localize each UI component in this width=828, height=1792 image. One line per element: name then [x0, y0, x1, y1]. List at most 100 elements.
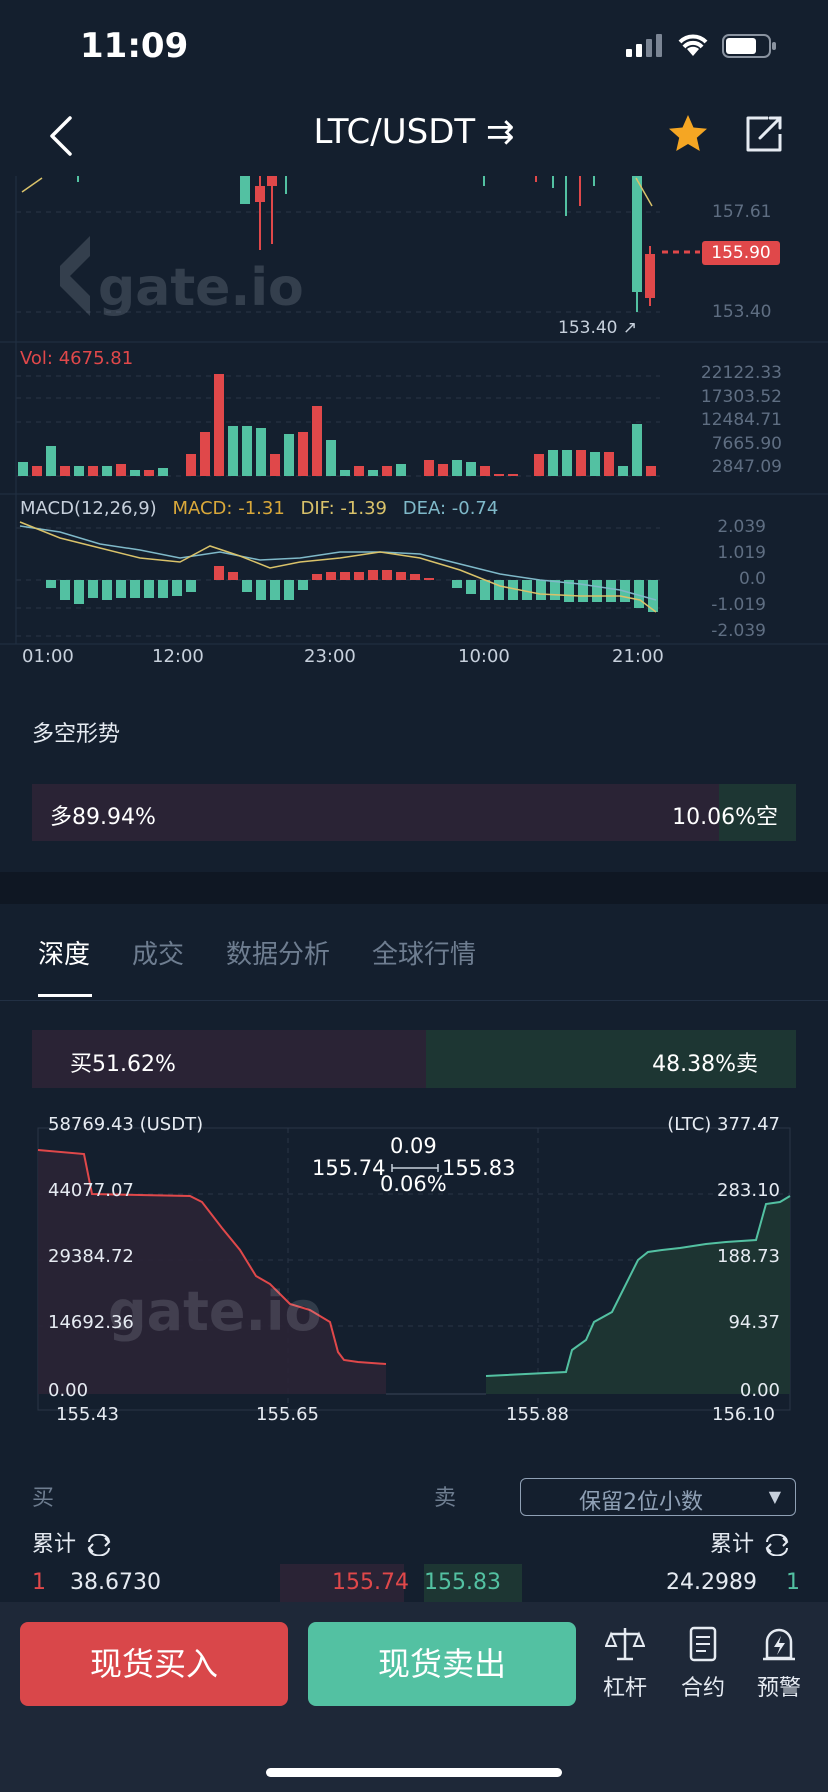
orderbook-buy-header: 买	[32, 1486, 55, 1511]
bid-depth-bar	[280, 1564, 404, 1602]
cumulative-label: 累计	[32, 1532, 77, 1557]
active-tab-indicator	[38, 994, 92, 997]
back-arrow-icon[interactable]	[46, 114, 76, 158]
volume-axis-label: 17303.52	[700, 386, 782, 407]
contract-item[interactable]: 合约	[668, 1626, 738, 1702]
document-icon	[689, 1626, 717, 1662]
kline-svg	[0, 176, 828, 645]
ask-depth-bar	[424, 1564, 522, 1602]
current-price-tag: 155.90	[702, 241, 780, 265]
macd-axis: 2.039 1.019 0.0 -1.019 -2.039	[690, 514, 766, 644]
buy-ratio: 买51.62%	[70, 1052, 176, 1077]
depth-right-axis-label: (LTC) 377.47	[667, 1114, 780, 1135]
sell-ratio: 48.38%卖	[652, 1052, 758, 1077]
precision-select-value: 保留2位小数	[579, 1490, 703, 1515]
watermark-text: gate.io	[98, 258, 304, 318]
tab-global-market[interactable]: 全球行情	[372, 940, 477, 970]
dea-value: DEA: -0.74	[402, 498, 499, 519]
spread-value: 0.09	[390, 1134, 437, 1158]
precision-select[interactable]: 保留2位小数 ▼	[520, 1478, 796, 1516]
time-axis-label: 12:00	[152, 646, 204, 667]
cumulative-toggle-right[interactable]: 累计	[710, 1526, 793, 1558]
long-ratio: 多89.94%	[50, 805, 156, 830]
time-axis-label: 01:00	[22, 646, 74, 667]
status-time: 11:09	[80, 26, 189, 66]
macd-value: MACD: -1.31	[172, 498, 285, 519]
depth-x-label: 155.65	[256, 1404, 319, 1425]
swap-icon	[765, 1533, 789, 1557]
macd-legend: MACD(12,26,9) MACD: -1.31 DIF: -1.39 DEA…	[20, 498, 498, 519]
macd-axis-label: -2.039	[711, 621, 766, 641]
share-icon[interactable]	[742, 112, 786, 156]
swap-icon	[87, 1533, 111, 1557]
macd-axis-label: 1.019	[717, 543, 766, 563]
depth-x-label: 156.10	[712, 1404, 775, 1425]
leverage-item[interactable]: 杠杆	[590, 1626, 660, 1702]
tab-trades[interactable]: 成交	[132, 940, 185, 970]
depth-x-label: 155.88	[506, 1404, 569, 1425]
volume-axis-label: 22122.33	[700, 363, 782, 383]
buy-portion	[32, 1030, 427, 1088]
tab-depth[interactable]: 深度	[38, 940, 91, 970]
depth-left-axis-label: 14692.36	[48, 1312, 134, 1333]
spot-buy-button[interactable]: 现货买入	[20, 1622, 288, 1706]
time-axis-label: 23:00	[304, 646, 356, 667]
volume-axis: 22122.33 17303.52 12484.71 7665.90 2847.…	[690, 362, 782, 480]
orderbook-row[interactable]: 1 38.6730 155.74 155.83 24.2989 1	[0, 1564, 828, 1602]
time-axis-label: 21:00	[612, 646, 664, 667]
cumulative-label: 累计	[710, 1532, 755, 1557]
orderbook-sell-header: 卖	[434, 1486, 457, 1511]
depth-x-label: 155.43	[56, 1404, 119, 1425]
nav-bar: LTC/USDT ⇉	[0, 100, 828, 176]
volume-axis-label: 2847.09	[711, 457, 782, 477]
row-index-right: 1	[786, 1570, 800, 1595]
volume-axis-label: 7665.90	[711, 433, 782, 454]
depth-left-axis-label: 58769.43 (USDT)	[48, 1114, 204, 1135]
wifi-icon	[678, 34, 708, 56]
buy-sell-bar: 买51.62% 48.38%卖	[32, 1030, 796, 1088]
sentiment-title: 多空形势	[32, 722, 121, 747]
depth-left-axis-label: 0.00	[48, 1380, 89, 1401]
ask-quantity: 24.2989	[666, 1570, 757, 1595]
alarm-bolt-icon	[763, 1628, 795, 1661]
signal-icon	[626, 34, 662, 57]
alert-item[interactable]: 预警	[744, 1626, 814, 1702]
depth-right-axis-label: 94.37	[728, 1312, 780, 1333]
time-axis-label: 10:00	[458, 646, 510, 667]
kline-chart[interactable]: 157.61 155.90 153.40 153.40 ↗ gate.io Vo…	[0, 176, 828, 676]
volume-label: Vol: 4675.81	[20, 348, 134, 369]
depth-bid-price: 155.74	[312, 1156, 386, 1180]
contract-label: 合约	[680, 1676, 725, 1701]
macd-axis-label: 2.039	[717, 517, 766, 537]
depth-left-axis-label: 44077.07	[48, 1180, 134, 1201]
depth-left-axis-label: 29384.72	[48, 1246, 134, 1267]
spot-sell-button[interactable]: 现货卖出	[308, 1622, 576, 1706]
long-short-bar: 多89.94% 10.06%空	[32, 784, 796, 841]
balance-scale-icon	[604, 1628, 646, 1661]
cumulative-toggle-left[interactable]: 累计	[32, 1526, 115, 1558]
bid-price: 155.74	[332, 1570, 409, 1595]
leverage-label: 杠杆	[602, 1676, 647, 1701]
depth-chart[interactable]: gate.io 58769.43 (USDT) 44077.07 29384.7…	[0, 1110, 828, 1430]
battery-icon	[722, 34, 776, 58]
bid-quantity: 38.6730	[70, 1570, 161, 1595]
favorite-star-icon[interactable]	[666, 112, 710, 156]
pair-title[interactable]: LTC/USDT ⇉	[313, 112, 515, 152]
tab-bar: 深度 成交 数据分析 全球行情	[0, 904, 828, 1001]
depth-watermark: gate.io	[108, 1280, 322, 1343]
alert-label: 预警	[756, 1676, 801, 1701]
dropdown-arrow-icon: ▼	[768, 1487, 781, 1506]
depth-right-axis-label: 283.10	[717, 1180, 780, 1201]
bottom-action-bar: 现货买入 现货卖出 杠杆 合约 预警	[0, 1602, 828, 1792]
spread-percent: 0.06%	[380, 1172, 447, 1196]
home-indicator[interactable]	[266, 1768, 562, 1777]
macd-params: MACD(12,26,9)	[20, 498, 157, 519]
depth-svg	[37, 1127, 791, 1411]
depth-right-axis-label: 188.73	[717, 1246, 780, 1267]
status-bar: 11:09	[0, 0, 828, 100]
row-index-left: 1	[32, 1570, 46, 1595]
tab-data-analysis[interactable]: 数据分析	[226, 940, 331, 970]
section-divider	[0, 872, 828, 904]
short-ratio: 10.06%空	[672, 805, 778, 830]
macd-axis-label: 0.0	[738, 569, 766, 589]
